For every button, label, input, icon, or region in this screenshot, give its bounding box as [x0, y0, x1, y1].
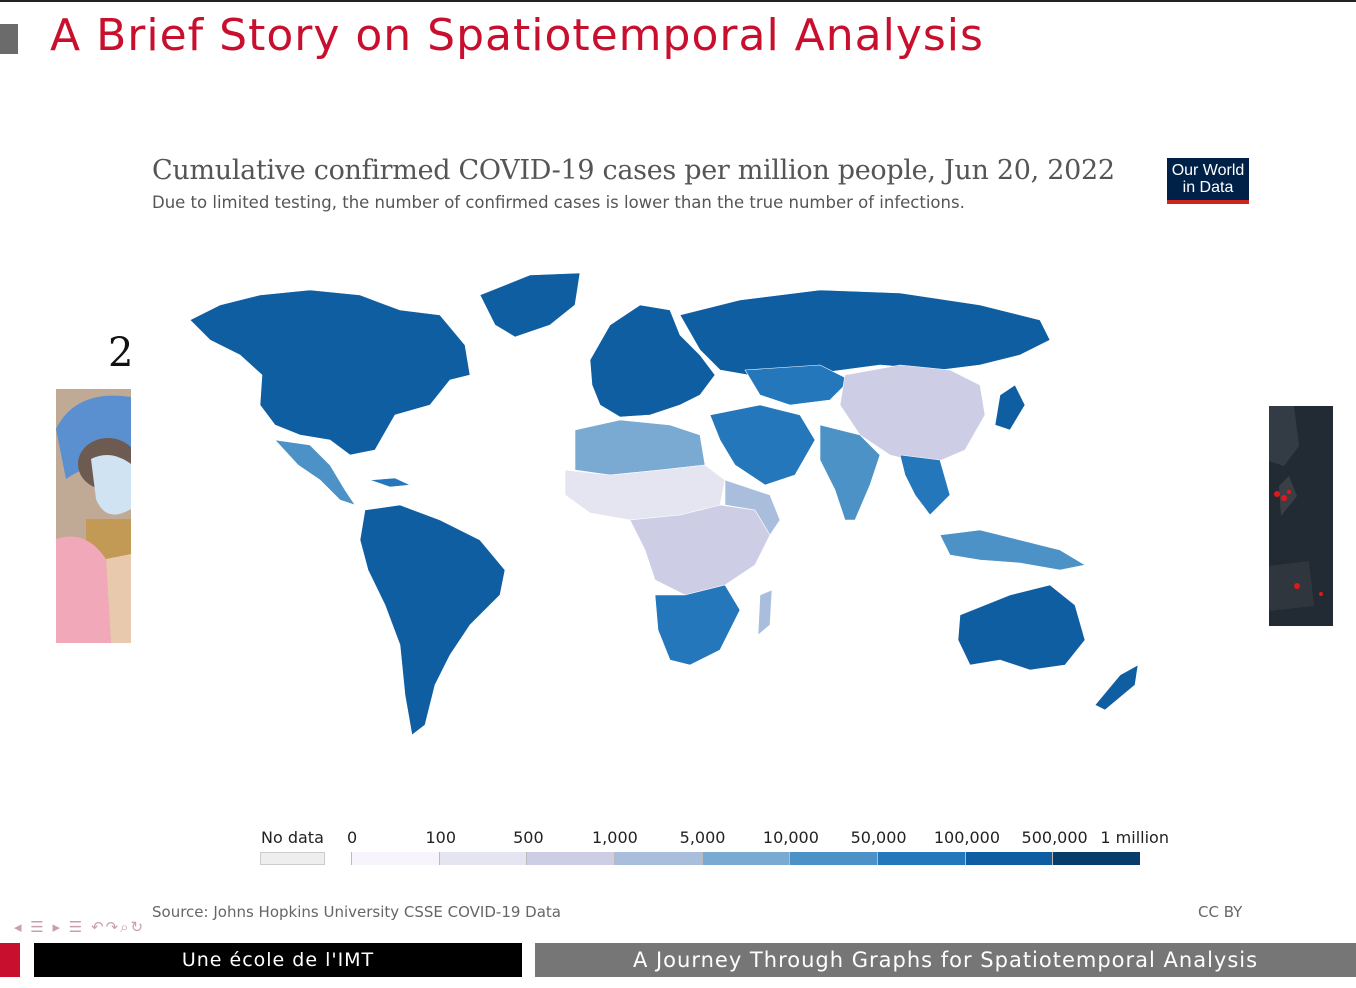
chart-title: Cumulative confirmed COVID-19 cases per …: [152, 155, 1115, 186]
license-label[interactable]: CC BY: [1198, 903, 1243, 921]
legend-bin-2[interactable]: [526, 852, 614, 865]
region-japan[interactable]: [994, 384, 1026, 431]
region-middle-east[interactable]: [709, 404, 816, 486]
photo-masked-person: [56, 389, 131, 643]
legend-bin-6[interactable]: [877, 852, 965, 865]
title-marker: [0, 24, 18, 54]
region-central-africa[interactable]: [629, 504, 771, 596]
region-india[interactable]: [819, 424, 881, 521]
footer-institution: Une école de l'IMT: [34, 943, 522, 977]
region-southeast-asia[interactable]: [899, 454, 951, 516]
legend-tick-label: 1 million: [1100, 828, 1169, 847]
legend-tick-label: 5,000: [679, 828, 726, 847]
region-mexico[interactable]: [274, 439, 356, 506]
region-russia[interactable]: [679, 289, 1051, 378]
legend-bin-4[interactable]: [701, 852, 790, 865]
legend-tick-label: 500,000: [1021, 828, 1088, 847]
slide-number: 2: [108, 330, 134, 376]
legend-tick-label: 100: [425, 828, 456, 847]
region-south-america[interactable]: [359, 504, 506, 736]
legend-tick-label: 100,000: [933, 828, 1001, 847]
region-north-america[interactable]: [189, 289, 471, 456]
region-east-africa[interactable]: [724, 479, 781, 536]
owid-logo-line1: Our World: [1171, 162, 1245, 179]
legend-no-data-swatch: [260, 852, 325, 865]
legend-bin-3[interactable]: [614, 852, 702, 865]
legend-tick-label: 10,000: [762, 828, 819, 847]
region-europe[interactable]: [589, 304, 716, 418]
owid-logo-line2: in Data: [1182, 179, 1234, 196]
region-caribbean[interactable]: [369, 477, 412, 488]
legend-bin-7[interactable]: [964, 852, 1053, 865]
top-rule: [0, 0, 1356, 2]
world-map: [189, 272, 1139, 736]
legend-bin-5[interactable]: [789, 852, 877, 865]
legend-tick-label: 50,000: [850, 828, 907, 847]
owid-logo[interactable]: Our World in Data: [1167, 158, 1249, 204]
region-indonesia[interactable]: [939, 529, 1086, 571]
legend-bin-1[interactable]: [438, 852, 527, 865]
legend-bin-8[interactable]: [1052, 852, 1140, 865]
chart-subtitle: Due to limited testing, the number of co…: [152, 193, 965, 212]
footer-red-marker: [0, 943, 20, 977]
region-north-africa[interactable]: [574, 419, 706, 476]
photo-night-map: [1269, 406, 1333, 626]
region-new-zealand[interactable]: [1094, 664, 1139, 711]
chart-source: Source: Johns Hopkins University CSSE CO…: [152, 903, 561, 921]
legend-tick-label: 0: [347, 828, 358, 847]
region-greenland[interactable]: [479, 272, 581, 338]
legend-no-data-label: No data: [261, 828, 324, 847]
region-central-asia[interactable]: [744, 364, 851, 406]
region-china[interactable]: [839, 364, 986, 466]
region-madagascar[interactable]: [757, 589, 773, 636]
legend-tick-label: 1,000: [592, 828, 638, 847]
legend-bin-0[interactable]: [351, 852, 439, 865]
legend-tick-label: 500: [513, 828, 544, 847]
region-australia[interactable]: [957, 584, 1086, 671]
footer-talk-title: A Journey Through Graphs for Spatiotempo…: [535, 943, 1356, 977]
beamer-nav-controls[interactable]: ◂ ☰ ▸ ☰ ↶↷⌕↻: [14, 918, 146, 936]
region-southern-africa[interactable]: [654, 584, 741, 666]
slide-title: A Brief Story on Spatiotemporal Analysis: [50, 10, 984, 61]
